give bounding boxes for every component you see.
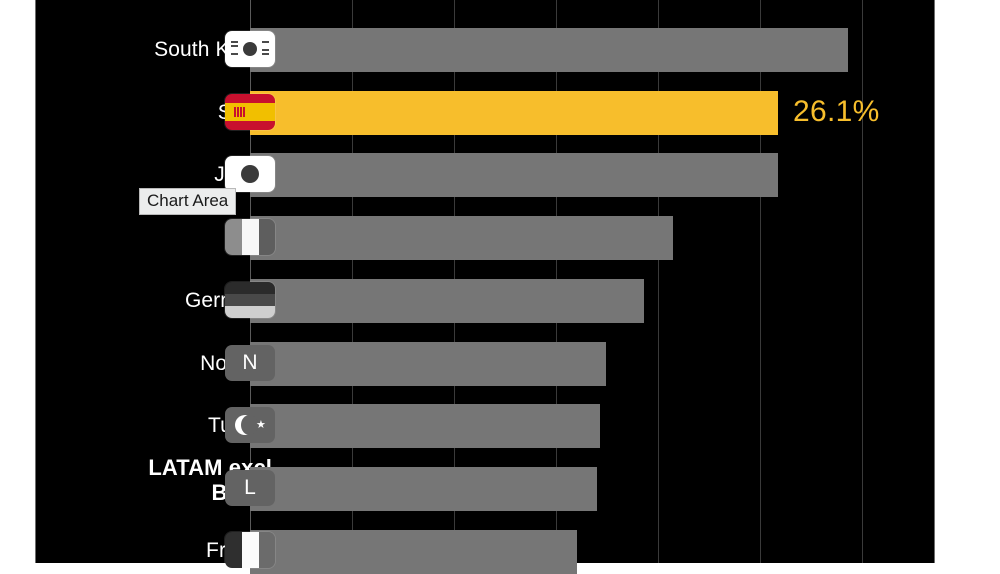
- flag-spain-icon: [225, 94, 275, 130]
- flag-italy-icon: [225, 219, 275, 255]
- flag-japan-icon: [225, 156, 275, 192]
- bar-france[interactable]: [250, 530, 577, 574]
- flag-germany-icon: [225, 282, 275, 318]
- bar-nordics[interactable]: [250, 342, 606, 386]
- flag-france-icon: [225, 532, 275, 568]
- flag-south-korea-icon: [225, 31, 275, 67]
- chart-row: Japan: [0, 0, 1000, 197]
- bar-turkey[interactable]: [250, 404, 600, 448]
- chart-area-tooltip: Chart Area: [139, 188, 237, 215]
- chart-row: Spain 26.1%: [0, 0, 1000, 135]
- badge-l-icon: L: [225, 470, 275, 506]
- bar-south-korea[interactable]: [250, 28, 848, 72]
- bar-japan[interactable]: [250, 153, 778, 197]
- badge-n-icon: N: [225, 345, 275, 381]
- bar-italy[interactable]: [250, 216, 673, 260]
- flag-turkey-icon: ★: [225, 407, 275, 443]
- bar-spain[interactable]: [250, 91, 778, 135]
- gridline-5: [760, 0, 761, 563]
- bar-latam-excl-brazil[interactable]: [250, 467, 597, 511]
- gridline-4: [658, 0, 659, 563]
- chart-row: South Korea: [0, 0, 1000, 72]
- bar-germany[interactable]: [250, 279, 644, 323]
- plot-left-border: [35, 0, 36, 563]
- bar-value-spain: 26.1%: [793, 95, 880, 128]
- plot-right-border: [934, 0, 935, 563]
- gridline-6: [862, 0, 863, 563]
